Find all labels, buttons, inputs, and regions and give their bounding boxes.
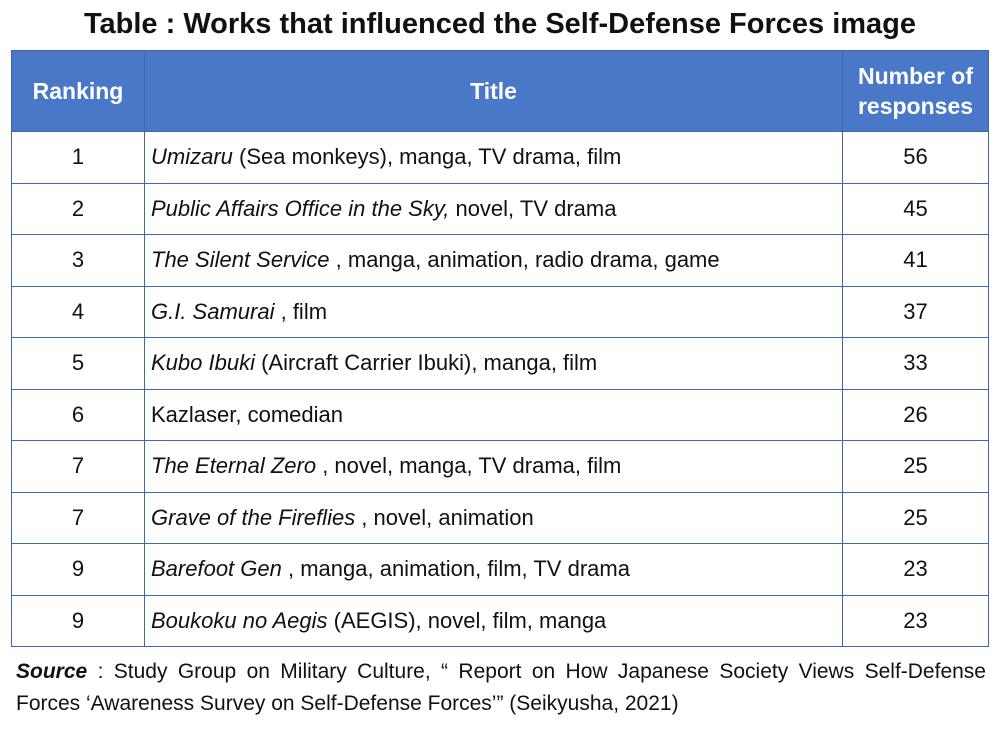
title-cell: G.I. Samurai , film <box>144 285 843 338</box>
header-ranking: Ranking <box>11 50 145 132</box>
work-detail: (Sea monkeys), manga, TV drama, film <box>232 144 622 170</box>
work-title: The Eternal Zero <box>151 453 317 479</box>
count-cell: 23 <box>842 594 989 647</box>
rank-cell: 6 <box>11 388 145 441</box>
work-title: Barefoot Gen <box>151 556 282 582</box>
title-cell: Boukoku no Aegis (AEGIS), novel, film, m… <box>144 594 843 647</box>
header-title: Title <box>144 50 843 132</box>
rank-cell: 3 <box>11 234 145 287</box>
rank-cell: 9 <box>11 594 145 647</box>
work-title: G.I. Samurai <box>151 298 275 324</box>
work-detail: , novel, animation <box>355 504 534 530</box>
work-detail: , manga, animation, radio drama, game <box>329 247 720 273</box>
title-cell: The Silent Service , manga, animation, r… <box>144 234 843 287</box>
table-title: Table : Works that influenced the Self-D… <box>83 8 917 40</box>
rank-cell: 7 <box>11 491 145 544</box>
title-cell: The Eternal Zero , novel, manga, TV dram… <box>144 440 843 493</box>
work-title: Umizaru <box>151 144 233 170</box>
header-responses-line2: responses <box>857 93 974 119</box>
title-cell: Kubo Ibuki (Aircraft Carrier Ibuki), man… <box>144 337 843 390</box>
work-detail: , manga, animation, film, TV drama <box>281 556 630 582</box>
header-responses-line1: Number of <box>858 63 973 89</box>
title-cell: Kazlaser, comedian <box>144 388 843 441</box>
work-detail: Kazlaser, comedian <box>151 401 343 427</box>
works-table: Ranking Title Number of responses 1 Umiz… <box>11 50 989 647</box>
work-detail: novel, TV drama <box>449 195 617 221</box>
rank-cell: 1 <box>11 131 145 184</box>
rank-cell: 9 <box>11 543 145 596</box>
source-text: Study Group on Military Culture, “ Repor… <box>16 660 986 715</box>
work-detail: , film <box>274 298 328 324</box>
count-cell: 26 <box>842 388 989 441</box>
title-cell: Grave of the Fireflies , novel, animatio… <box>144 491 843 544</box>
table-row: 4 G.I. Samurai , film 37 <box>11 285 989 338</box>
count-cell: 33 <box>842 337 989 390</box>
table-row: 7 Grave of the Fireflies , novel, animat… <box>11 491 989 544</box>
table-row: 3 The Silent Service , manga, animation,… <box>11 234 989 287</box>
work-title: Boukoku no Aegis <box>151 607 328 633</box>
work-detail: , novel, manga, TV drama, film <box>316 453 622 479</box>
table-row: 1 Umizaru (Sea monkeys), manga, TV drama… <box>11 131 989 184</box>
count-cell: 56 <box>842 131 989 184</box>
table-row: 5 Kubo Ibuki (Aircraft Carrier Ibuki), m… <box>11 337 989 390</box>
source-note: Source : Study Group on Military Culture… <box>16 656 986 720</box>
work-title: The Silent Service <box>151 247 330 273</box>
count-cell: 45 <box>842 182 989 235</box>
table-row: 9 Boukoku no Aegis (AEGIS), novel, film,… <box>11 594 989 647</box>
header-responses: Number of responses <box>842 50 989 132</box>
source-colon: : <box>87 660 114 683</box>
rank-cell: 7 <box>11 440 145 493</box>
count-cell: 25 <box>842 440 989 493</box>
rank-cell: 5 <box>11 337 145 390</box>
work-detail: (Aircraft Carrier Ibuki), manga, film <box>254 350 598 376</box>
source-label: Source <box>16 660 88 683</box>
header-row: Ranking Title Number of responses <box>11 50 989 132</box>
title-cell: Barefoot Gen , manga, animation, film, T… <box>144 543 843 596</box>
count-cell: 23 <box>842 543 989 596</box>
table-row: 2 Public Affairs Office in the Sky, nove… <box>11 182 989 235</box>
work-title: Grave of the Fireflies <box>151 504 356 530</box>
rank-cell: 4 <box>11 285 145 338</box>
table-row: 9 Barefoot Gen , manga, animation, film,… <box>11 543 989 596</box>
table-row: 7 The Eternal Zero , novel, manga, TV dr… <box>11 440 989 493</box>
work-detail: (AEGIS), novel, film, manga <box>327 607 607 633</box>
work-title: Public Affairs Office in the Sky, <box>151 195 450 221</box>
title-cell: Umizaru (Sea monkeys), manga, TV drama, … <box>144 131 843 184</box>
title-cell: Public Affairs Office in the Sky, novel,… <box>144 182 843 235</box>
count-cell: 41 <box>842 234 989 287</box>
rank-cell: 2 <box>11 182 145 235</box>
table-row: 6 Kazlaser, comedian 26 <box>11 388 989 441</box>
count-cell: 25 <box>842 491 989 544</box>
work-title: Kubo Ibuki <box>151 350 255 376</box>
count-cell: 37 <box>842 285 989 338</box>
